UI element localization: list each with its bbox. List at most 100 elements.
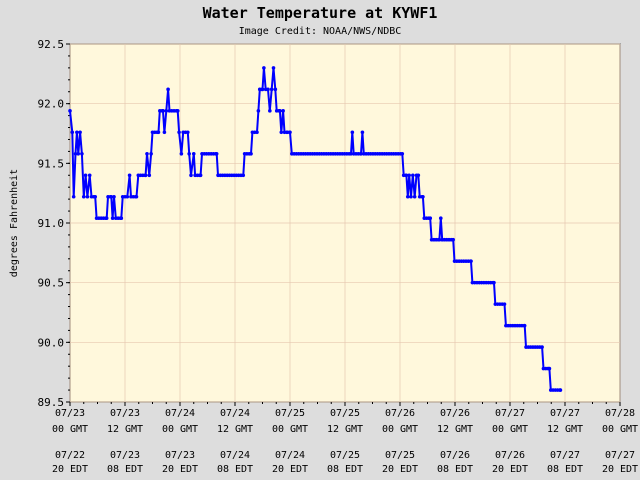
data-point [256,109,261,113]
y-axis: 89.5 90.0 90.5 91.0 91.5 92.0 92.5 [38,38,70,409]
data-point [404,173,409,178]
data-point [104,216,109,221]
data-point [70,130,75,135]
data-point [147,173,152,178]
y-tick-label: 91.5 [38,157,65,170]
x-tick-label: 07/27 [495,408,525,419]
data-point [166,87,170,92]
data-point [350,130,355,135]
data-point [189,173,193,178]
data-point [407,173,411,178]
data-point [411,173,415,178]
x-tick-label: 08 EDT [437,464,473,475]
data-point [93,194,98,199]
data-point [547,366,552,371]
data-point [145,151,149,156]
data-point [164,109,169,113]
x-tick-label: 07/23 [55,408,85,419]
x-tick-label: 00 GMT [382,424,418,435]
chart-subtitle: Image Credit: NOAA/NWS/NDBC [239,26,402,37]
x-tick-label: 07/23 [110,408,140,419]
data-point [177,130,181,135]
y-tick-label: 91.0 [38,217,65,230]
data-point [421,194,425,199]
data-point [125,194,130,199]
data-point [558,388,563,392]
data-point [68,109,72,113]
data-point [161,109,165,113]
data-point [187,151,191,156]
data-point [522,323,527,328]
data-point [288,130,292,135]
data-point [78,130,82,135]
data-point [110,216,115,221]
x-tick-label: 20 EDT [382,464,418,475]
data-point [437,237,442,242]
data-point [400,151,405,156]
x-tick-label: 07/26 [440,450,470,461]
data-point [134,194,139,199]
y-tick-label: 92.0 [38,98,65,111]
data-point [80,151,84,156]
data-point [349,151,353,156]
x-tick-label: 07/24 [165,408,195,419]
y-tick-label: 92.5 [38,38,65,51]
x-tick-label: 20 EDT [162,464,198,475]
x-tick-label: 12 GMT [327,424,363,435]
x-tick-label: 08 EDT [217,464,253,475]
data-point [149,151,153,156]
data-point [438,216,443,221]
y-tick-label: 90.5 [38,277,65,290]
data-point [428,216,433,221]
x-tick-label: 07/24 [220,450,250,461]
data-point [249,151,253,156]
x-tick-label: 07/26 [495,450,525,461]
data-point [76,151,81,156]
data-point [409,194,413,199]
data-point [241,173,246,178]
x-tick-label: 07/28 [605,408,635,419]
x-tick-label: 07/25 [330,408,360,419]
y-tick-label: 89.5 [38,396,65,409]
x-tick-label: 07/23 [165,450,195,461]
x-tick-label: 12 GMT [107,424,143,435]
data-point [269,87,274,92]
data-point [175,109,180,113]
data-point [112,194,116,199]
data-point [451,237,455,242]
data-point [502,302,507,306]
x-tick-label: 08 EDT [327,464,363,475]
x-tick-label: 12 GMT [547,424,583,435]
x-tick-label: 12 GMT [437,424,473,435]
x-axis: 07/23 00 GMT 07/22 20 EDT 07/23 12 GMT 07/23 08… [52,402,638,475]
x-tick-label: 20 EDT [272,464,308,475]
x-tick-label: 20 EDT [602,464,638,475]
x-tick-label: 07/26 [440,408,470,419]
data-point [268,109,272,113]
data-point [83,173,88,178]
data-point [156,130,161,135]
data-point [540,345,544,349]
data-point [87,173,92,178]
data-point [359,151,363,156]
chart-title: Water Temperature at KYWF1 [203,4,438,22]
x-tick-label: 07/26 [385,408,415,419]
temperature-points [68,66,563,392]
data-point [185,130,190,135]
x-tick-label: 00 GMT [162,424,198,435]
x-tick-label: 00 GMT [492,424,528,435]
data-point [85,194,90,199]
data-point [143,173,148,178]
data-point [262,66,266,70]
data-point [179,151,184,156]
data-point [281,109,285,113]
data-point [278,109,282,113]
data-point [191,151,196,156]
data-point [260,87,265,92]
x-tick-label: 07/23 [110,450,140,461]
x-tick-label: 08 EDT [107,464,143,475]
y-axis-label: degrees Fahrenheit [9,169,20,277]
x-tick-label: 00 GMT [272,424,308,435]
data-point [273,87,278,92]
